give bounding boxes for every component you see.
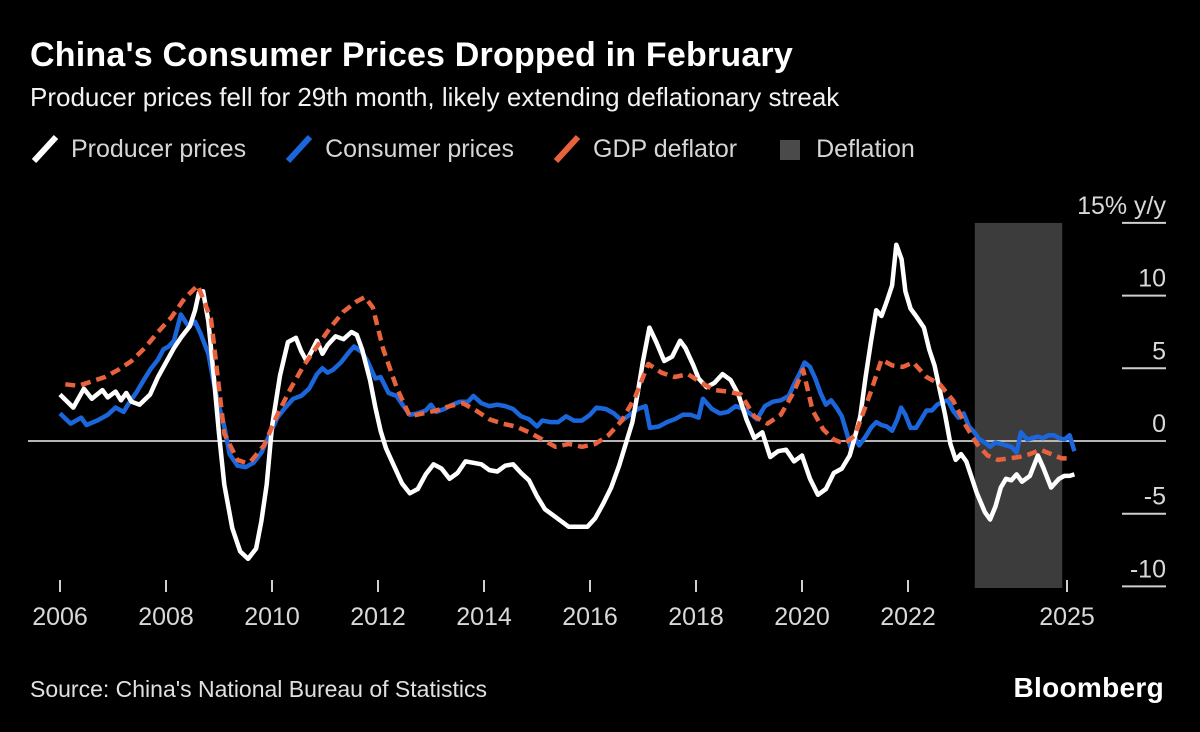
y-axis-label: 15% y/y (1077, 192, 1166, 220)
y-axis-label: 0 (1152, 410, 1166, 438)
x-axis-label: 2010 (244, 603, 300, 631)
chart-title: China's Consumer Prices Dropped in Febru… (30, 36, 793, 74)
x-axis-label: 2022 (880, 603, 936, 631)
legend-label: Producer prices (71, 134, 247, 163)
legend-item-producer-prices: Producer prices (30, 134, 246, 164)
legend: Producer prices Consumer prices GDP defl… (30, 134, 915, 164)
x-axis-label: 2016 (562, 603, 618, 631)
x-axis-label: 2008 (138, 603, 194, 631)
series-gdp-deflator (65, 283, 1067, 466)
legend-item-gdp-deflator: GDP deflator (552, 134, 737, 164)
legend-label: Consumer prices (325, 134, 515, 163)
y-axis-label: 10 (1138, 265, 1166, 293)
legend-label: GDP deflator (593, 134, 738, 163)
series-producer-prices (58, 242, 1076, 562)
chart-subtitle: Producer prices fell for 29th month, lik… (30, 82, 840, 112)
x-axis-label: 2025 (1039, 603, 1095, 631)
deflation-band-swatch-icon (780, 140, 801, 160)
y-axis-label: 5 (1152, 337, 1166, 365)
x-axis-label: 2014 (456, 603, 512, 631)
producer-prices-line-swatch-icon (31, 134, 59, 164)
x-axis-label: 2020 (774, 603, 830, 631)
legend-label: Deflation (816, 134, 915, 163)
gdp-deflator-line-swatch-icon (553, 134, 581, 164)
x-axis-label: 2018 (668, 603, 724, 631)
deflation-band (974, 222, 1063, 588)
y-axis-label: -5 (1144, 483, 1166, 511)
source-note: Source: China's National Bureau of Stati… (30, 676, 487, 702)
legend-item-consumer-prices: Consumer prices (284, 134, 514, 164)
consumer-prices-line-swatch-icon (285, 134, 313, 164)
y-axis-label: -10 (1130, 555, 1166, 583)
x-axis-label: 2006 (32, 603, 88, 631)
legend-item-deflation: Deflation (775, 134, 915, 164)
x-axis-label: 2012 (350, 603, 406, 631)
bloomberg-logo: Bloomberg (1013, 672, 1164, 703)
